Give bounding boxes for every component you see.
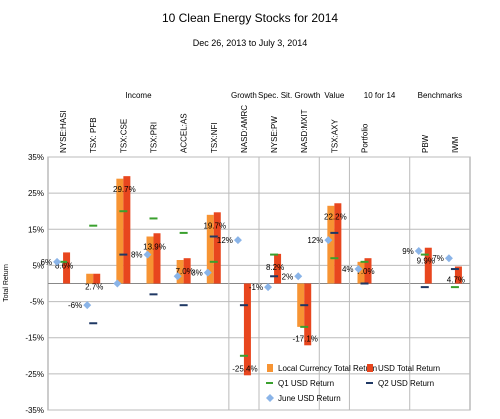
legend-label: Q1 USD Return — [278, 379, 334, 388]
y-axis-label: Total Return — [3, 264, 10, 302]
y-tick-label: 25% — [28, 189, 44, 198]
diamond-marker — [294, 272, 303, 281]
bar — [424, 247, 432, 284]
x-tick-label: IWM — [451, 136, 460, 153]
data-label: -1% — [249, 283, 263, 292]
x-tick-label: TSX:AXY — [330, 119, 339, 153]
bar — [146, 236, 154, 284]
group-label: Income — [125, 91, 152, 100]
data-label: 19.7% — [203, 221, 226, 230]
legend-swatch — [367, 364, 373, 372]
legend-swatch — [266, 394, 274, 402]
data-label: 29.7% — [113, 185, 136, 194]
diamond-marker — [143, 250, 152, 259]
data-label: 9% — [402, 247, 414, 256]
data-label: 12% — [307, 236, 323, 245]
data-label: 8% — [131, 251, 143, 260]
group-label: 10 for 14 — [364, 91, 396, 100]
x-tick-label: NASD:AMRC — [240, 105, 249, 153]
diamond-marker — [414, 246, 423, 255]
data-label: 2.7% — [85, 283, 103, 292]
bar — [327, 205, 335, 284]
bar — [123, 176, 131, 284]
bar — [183, 258, 191, 284]
bar — [304, 283, 312, 346]
chart-title: 10 Clean Energy Stocks for 2014 — [162, 11, 338, 25]
group-label: Growth — [231, 91, 257, 100]
legend-label: USD Total Return — [378, 364, 440, 373]
diamond-marker — [83, 301, 92, 310]
diamond-marker — [203, 268, 212, 277]
y-tick-label: 15% — [28, 225, 44, 234]
diamond-marker — [264, 283, 273, 292]
bar — [274, 253, 282, 284]
x-tick-label: ACCEL:AS — [180, 113, 189, 153]
diamond-marker — [53, 257, 62, 266]
x-tick-label: TSX: PFB — [89, 117, 98, 153]
legend-swatch — [267, 364, 273, 372]
bar — [357, 261, 365, 284]
data-label: 2% — [282, 272, 294, 281]
y-tick-label: 5% — [32, 261, 44, 270]
group-label: Value — [324, 91, 344, 100]
data-label: 4% — [342, 265, 354, 274]
data-label: 7.0% — [176, 267, 194, 276]
bar — [364, 258, 372, 284]
bar — [334, 203, 342, 284]
bar — [153, 233, 161, 284]
data-label: 4.7% — [447, 276, 465, 285]
x-tick-label: TSX:PRI — [150, 122, 159, 153]
bar — [454, 266, 462, 284]
data-label: 9.9% — [417, 257, 435, 266]
bar — [116, 178, 124, 284]
chart-subtitle: Dec 26, 2013 to July 3, 2014 — [193, 38, 308, 48]
legend-label: June USD Return — [278, 394, 341, 403]
data-label: 8.2% — [266, 263, 284, 272]
bar — [86, 273, 94, 284]
data-label: 3% — [191, 269, 203, 278]
data-label: -25.4% — [232, 364, 257, 373]
bar — [206, 214, 214, 284]
data-label: 7.0% — [356, 267, 374, 276]
data-label: 12% — [217, 236, 233, 245]
legend-label: Q2 USD Return — [378, 379, 434, 388]
bar — [176, 260, 184, 284]
data-label: -17.1% — [293, 334, 318, 343]
y-tick-label: -15% — [25, 334, 44, 343]
data-label: 13.9% — [143, 242, 166, 251]
y-tick-label: -35% — [25, 406, 44, 415]
x-tick-label: NYSE:HASI — [59, 110, 68, 153]
x-tick-label: TSX:NFI — [210, 122, 219, 153]
x-tick-label: PBW — [421, 134, 430, 153]
x-tick-label: NASD:MXIT — [300, 109, 309, 153]
diamond-marker — [354, 265, 363, 274]
data-label: -6% — [68, 301, 82, 310]
data-label: 22.2% — [324, 212, 347, 221]
group-label: Benchmarks — [418, 91, 462, 100]
diamond-marker — [324, 236, 333, 245]
legend-label: Local Currency Total Return — [278, 364, 377, 373]
y-tick-label: -25% — [25, 370, 44, 379]
diamond-marker — [113, 279, 122, 288]
bar — [243, 283, 251, 376]
y-tick-label: 35% — [28, 153, 44, 162]
group-label: Spec. Sit. Growth — [258, 91, 320, 100]
diamond-marker — [233, 236, 242, 245]
bar — [93, 273, 101, 284]
x-tick-label: NYSE:PW — [270, 116, 279, 153]
diamond-marker — [444, 254, 453, 263]
data-label: 8.6% — [55, 261, 73, 270]
data-label: 6% — [41, 258, 53, 267]
y-tick-label: -5% — [30, 298, 44, 307]
diamond-marker — [173, 272, 182, 281]
data-label: 7% — [432, 254, 444, 263]
x-tick-label: Portfolio — [361, 123, 370, 153]
bar — [213, 212, 221, 284]
bar — [63, 252, 71, 284]
x-tick-label: TSX:CSE — [119, 119, 128, 153]
